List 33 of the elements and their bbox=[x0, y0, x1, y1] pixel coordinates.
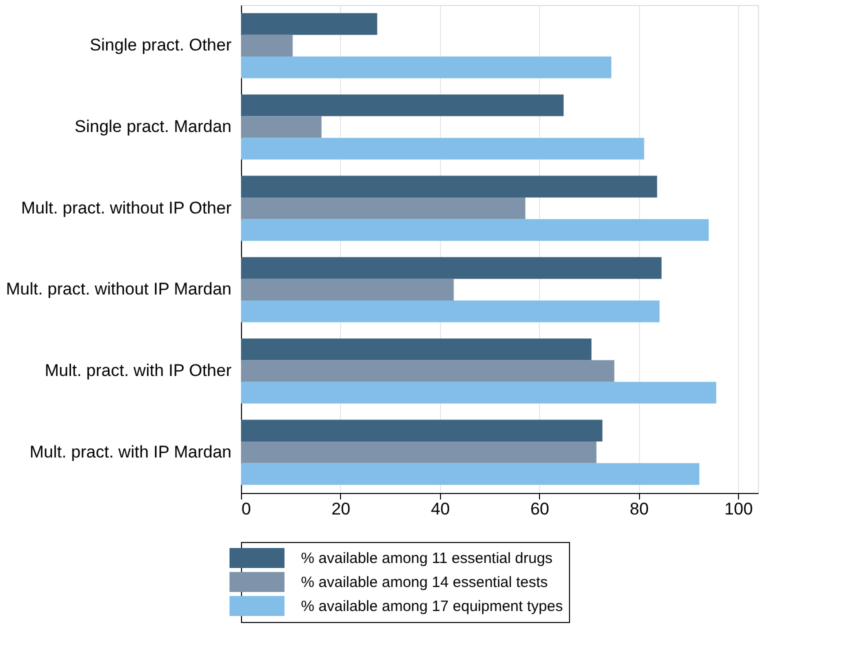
bar bbox=[241, 300, 660, 322]
x-tick-label: 80 bbox=[630, 500, 649, 518]
bar bbox=[241, 116, 322, 138]
legend-label: % available among 14 essential tests bbox=[301, 574, 548, 591]
y-tick-label: Single pract. Mardan bbox=[74, 117, 232, 136]
bar bbox=[241, 441, 596, 464]
bar bbox=[241, 257, 662, 279]
bar bbox=[241, 94, 564, 116]
bar bbox=[241, 338, 592, 360]
bar bbox=[241, 219, 709, 241]
bar bbox=[241, 360, 614, 382]
x-tick-label: 100 bbox=[724, 500, 753, 518]
bar bbox=[241, 382, 716, 404]
bar bbox=[241, 138, 644, 160]
bar bbox=[241, 176, 658, 198]
bar bbox=[241, 197, 526, 220]
bar bbox=[241, 278, 454, 301]
x-tick-label: 0 bbox=[242, 500, 251, 518]
x-tick-label: 60 bbox=[530, 500, 550, 518]
bar bbox=[241, 13, 378, 35]
x-tick-label: 20 bbox=[331, 500, 350, 518]
y-tick-label: Single pract. Other bbox=[90, 36, 232, 55]
bar bbox=[241, 34, 293, 57]
y-tick-label: Mult. pract. with IP Other bbox=[44, 361, 232, 380]
bar bbox=[241, 420, 602, 442]
x-tick-label: 40 bbox=[430, 500, 450, 518]
y-tick-label: Mult. pract. without IP Mardan bbox=[6, 280, 232, 299]
bar bbox=[241, 56, 612, 78]
legend-label: % available among 17 equipment types bbox=[301, 598, 563, 615]
y-tick-label: Mult. pract. without IP Other bbox=[21, 198, 232, 218]
legend-label: % available among 11 essential drugs bbox=[301, 550, 553, 567]
y-tick-label: Mult. pract. with IP Mardan bbox=[30, 442, 232, 462]
bar bbox=[241, 463, 700, 485]
